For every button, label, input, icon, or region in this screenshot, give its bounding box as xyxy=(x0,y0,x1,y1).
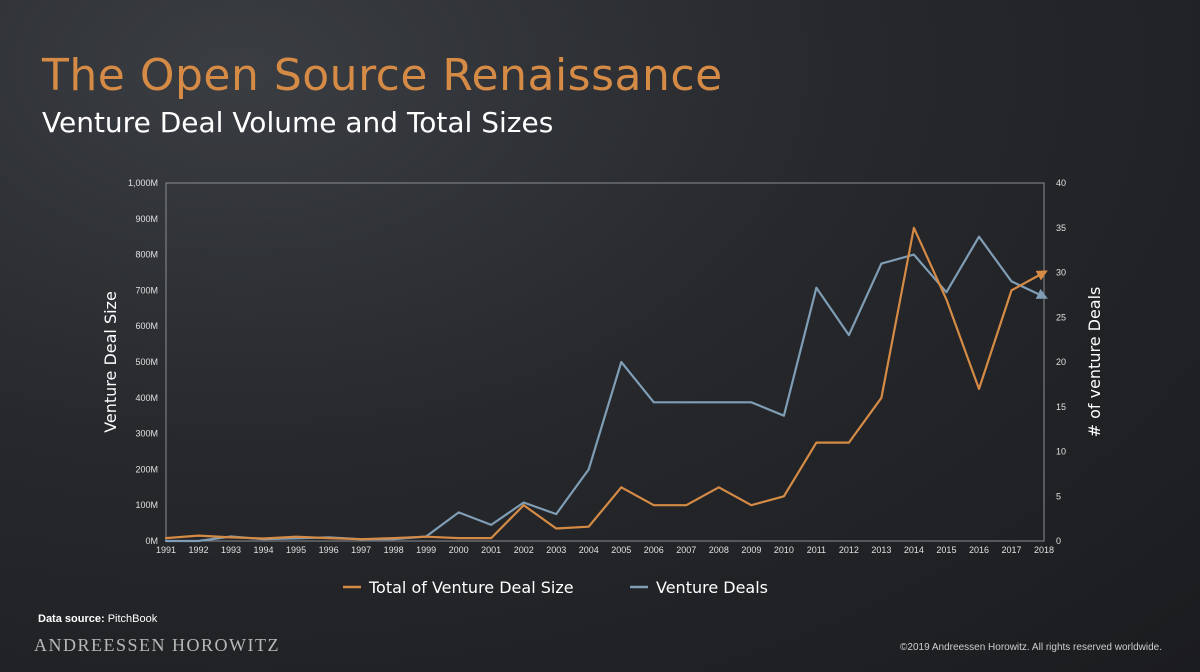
y-tick-label: 0M xyxy=(145,536,158,546)
y-tick-label: 600M xyxy=(135,321,158,331)
data-source-value: PitchBook xyxy=(107,613,158,625)
y2-tick-label: 15 xyxy=(1056,402,1066,412)
x-tick-label: 2004 xyxy=(579,545,599,555)
x-tick-label: 1998 xyxy=(384,545,404,555)
x-tick-label: 2015 xyxy=(936,545,956,555)
y-tick-label: 700M xyxy=(135,285,158,295)
y2-tick-label: 10 xyxy=(1056,447,1066,457)
plot-frame xyxy=(165,182,1045,542)
brand-logo: ANDREESSEN HOROWITZ xyxy=(34,635,280,655)
x-tick-label: 2013 xyxy=(871,545,891,555)
x-tick-label: 2003 xyxy=(546,545,566,555)
y2-tick-label: 20 xyxy=(1056,357,1066,367)
slide-title: The Open Source Renaissance xyxy=(42,50,723,101)
x-tick-label: 2011 xyxy=(807,545,826,555)
x-tick-label: 1992 xyxy=(189,545,209,555)
y-tick-label: 500M xyxy=(135,357,158,367)
y-tick-label: 200M xyxy=(135,464,158,474)
y2-axis-title: # of venture Deals xyxy=(1085,287,1104,438)
y-axis-ticks: 0M 100M 200M 300M 400M 500M 600M 700M 800M 900M 1,… xyxy=(128,178,158,546)
legend: Total of Venture Deal Size Venture Deals xyxy=(343,578,768,597)
slide-subtitle: Venture Deal Volume and Total Sizes xyxy=(42,106,554,139)
x-tick-label: 1991 xyxy=(156,545,176,555)
y-tick-label: 800M xyxy=(135,250,158,260)
series-line-deal-size xyxy=(164,226,1048,541)
y2-tick-label: 5 xyxy=(1056,491,1061,501)
x-tick-label: 1997 xyxy=(351,545,371,555)
data-source-label: Data source: xyxy=(38,613,105,625)
x-tick-label: 1999 xyxy=(416,545,436,555)
data-source: Data source: PitchBook xyxy=(38,613,157,625)
x-tick-label: 2001 xyxy=(481,545,501,555)
x-tick-label: 2016 xyxy=(969,545,989,555)
x-tick-label: 2018 xyxy=(1034,545,1054,555)
y2-tick-label: 0 xyxy=(1056,536,1061,546)
series-line-deals xyxy=(164,235,1048,543)
y2-tick-label: 35 xyxy=(1056,223,1066,233)
x-tick-label: 2002 xyxy=(514,545,534,555)
x-tick-label: 2008 xyxy=(709,545,729,555)
x-tick-label: 2017 xyxy=(1001,545,1021,555)
x-tick-label: 2010 xyxy=(774,545,794,555)
x-tick-label: 2000 xyxy=(449,545,469,555)
x-tick-label: 1994 xyxy=(254,545,274,555)
x-tick-label: 1996 xyxy=(319,545,339,555)
x-tick-label: 2006 xyxy=(644,545,664,555)
y2-axis-ticks: 0 5 10 15 20 25 30 35 40 xyxy=(1056,178,1066,546)
x-tick-label: 2012 xyxy=(839,545,859,555)
x-tick-label: 1995 xyxy=(286,545,306,555)
y2-tick-label: 30 xyxy=(1056,268,1066,278)
y2-tick-label: 25 xyxy=(1056,312,1066,322)
y-axis-title: Venture Deal Size xyxy=(101,291,120,433)
x-axis-ticks: 1991 1992 1993 1994 1995 1996 1997 1998 1999 2000… xyxy=(156,545,1054,555)
y-tick-label: 100M xyxy=(135,500,158,510)
copyright-notice: ©2019 Andreessen Horowitz. All rights re… xyxy=(900,642,1162,653)
x-tick-label: 2005 xyxy=(611,545,631,555)
x-tick-label: 2009 xyxy=(741,545,761,555)
y2-tick-label: 40 xyxy=(1056,178,1066,188)
legend-label-deals: Venture Deals xyxy=(656,578,768,597)
x-tick-label: 2007 xyxy=(676,545,696,555)
x-tick-label: 1993 xyxy=(221,545,241,555)
legend-label-deal-size: Total of Venture Deal Size xyxy=(368,578,574,597)
y-tick-label: 900M xyxy=(135,214,158,224)
y-tick-label: 1,000M xyxy=(128,178,158,188)
y-tick-label: 300M xyxy=(135,429,158,439)
series-lines xyxy=(164,226,1048,543)
y-tick-label: 400M xyxy=(135,393,158,403)
x-tick-label: 2014 xyxy=(904,545,924,555)
